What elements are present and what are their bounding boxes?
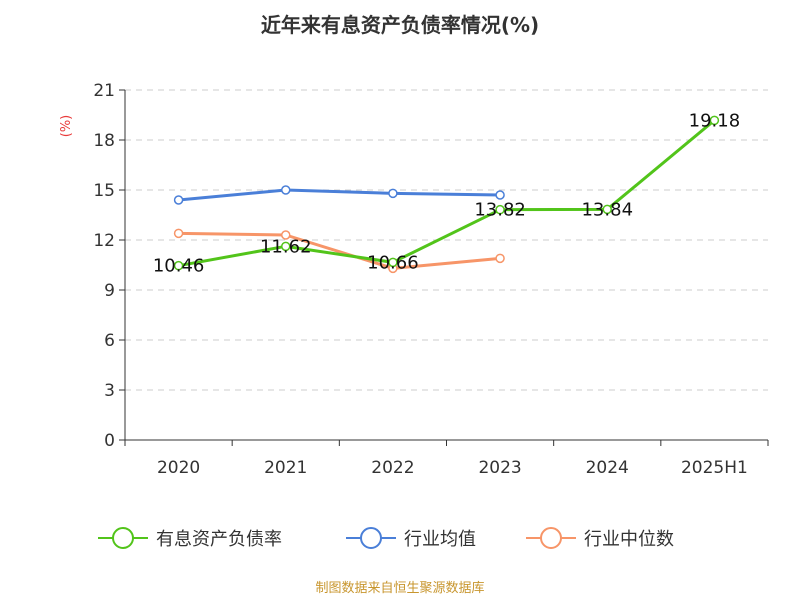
legend-marker xyxy=(360,527,382,549)
data-labels: 10.46 11.62 10.66 13.82 13.84 19.18 xyxy=(153,110,740,276)
chart-title: 近年来有息资产负债率情况(%) xyxy=(261,13,539,37)
y-tick-label: 9 xyxy=(104,281,115,301)
x-tick-label: 2022 xyxy=(371,458,414,478)
data-point xyxy=(495,253,505,264)
legend-label: 行业均值 xyxy=(404,529,476,550)
source-note: 制图数据来自恒生聚源数据库 xyxy=(315,580,484,596)
data-point xyxy=(281,230,291,240)
data-point xyxy=(495,190,505,200)
x-tick-label: 2023 xyxy=(478,458,521,478)
legend-marker xyxy=(540,527,562,549)
data-label: 19.18 xyxy=(689,110,741,131)
y-tick-label: 15 xyxy=(93,181,115,201)
legend-label: 行业中位数 xyxy=(584,529,674,550)
y-tick-label: 12 xyxy=(93,231,115,251)
axes: 0 3 6 9 12 15 18 21 2020 2021 2022 2023 2024 2025H1 xyxy=(93,81,769,478)
y-tick-label: 0 xyxy=(104,431,115,451)
x-tick-label: 2020 xyxy=(157,458,200,478)
data-point xyxy=(281,241,291,252)
legend-label: 有息资产负债率 xyxy=(156,529,282,550)
y-tick-label: 18 xyxy=(93,131,115,151)
legend-item: 行业中位数 xyxy=(526,527,674,550)
data-point xyxy=(495,204,505,215)
x-tick-label: 2024 xyxy=(586,458,629,478)
data-label: 10.46 xyxy=(153,256,205,277)
x-tick-label: 2025H1 xyxy=(681,458,748,478)
legend: 有息资产负债率 行业均值 行业中位数 xyxy=(98,527,674,550)
series xyxy=(173,115,720,274)
data-point xyxy=(388,257,398,268)
data-point xyxy=(709,115,720,126)
legend-item: 有息资产负债率 xyxy=(98,527,282,550)
data-point xyxy=(173,260,184,271)
series-line xyxy=(178,231,501,270)
grid xyxy=(125,89,768,391)
data-point xyxy=(281,185,291,195)
y-axis-label: (%) xyxy=(59,115,74,138)
data-label: 11.62 xyxy=(260,236,312,257)
data-label: 13.84 xyxy=(581,199,633,220)
data-label: 10.66 xyxy=(367,252,419,273)
data-point xyxy=(173,228,184,239)
data-label: 13.82 xyxy=(474,200,526,221)
data-point xyxy=(388,188,398,199)
series-line xyxy=(178,188,501,202)
y-tick-label: 6 xyxy=(104,331,115,351)
legend-marker xyxy=(112,527,134,549)
y-tick-label: 3 xyxy=(104,381,115,401)
data-point xyxy=(173,195,184,205)
x-tick-label: 2021 xyxy=(264,458,307,478)
series-line xyxy=(178,119,716,268)
data-point xyxy=(602,204,612,215)
y-tick-label: 21 xyxy=(93,81,115,101)
legend-item: 行业均值 xyxy=(346,527,476,550)
